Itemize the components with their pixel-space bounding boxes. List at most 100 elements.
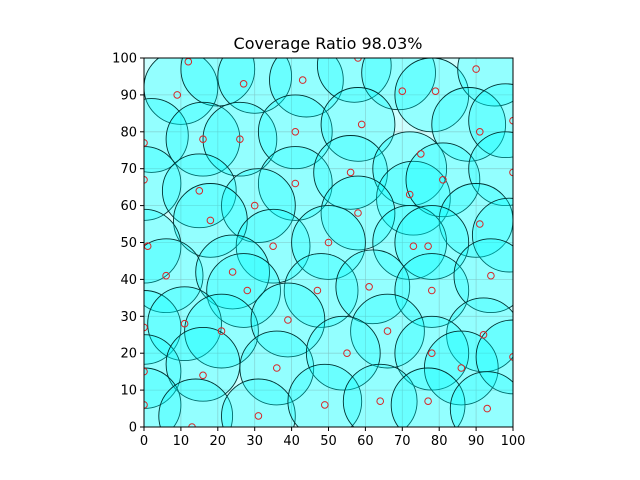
sensor-marker — [199, 135, 207, 143]
sensor-marker — [346, 168, 355, 177]
sensor-marker — [243, 286, 252, 295]
y-tick-label: 50 — [120, 236, 137, 251]
coverage-circle — [250, 282, 326, 358]
sensor-marker — [472, 65, 480, 73]
y-tick-label: 30 — [120, 310, 137, 325]
coverage-circles — [144, 58, 513, 427]
sensor-marker — [144, 367, 148, 376]
x-tick-label: 50 — [320, 434, 337, 449]
x-tick-label: 60 — [357, 434, 374, 449]
coverage-circle — [320, 175, 396, 251]
coverage-circle — [144, 290, 182, 365]
sensor-marker — [483, 404, 492, 413]
x-tick-label: 20 — [210, 434, 227, 449]
sensor-marker — [417, 150, 425, 158]
coverage-circle — [239, 330, 315, 406]
sensor-marker — [476, 128, 484, 136]
sensor-marker — [324, 238, 333, 247]
sensor-marker — [476, 220, 484, 228]
sensor-marker — [228, 268, 237, 276]
sensor-marker — [383, 327, 392, 335]
coverage-circle — [235, 208, 311, 284]
coverage-circle — [144, 334, 182, 409]
coverage-circle — [257, 94, 333, 170]
y-tick-label: 40 — [120, 273, 137, 288]
sensor-marker — [239, 80, 248, 88]
y-tick-label: 0 — [129, 421, 137, 436]
sensor-marker — [269, 242, 277, 250]
y-tick-label: 70 — [120, 162, 137, 177]
y-tick-label: 100 — [112, 52, 137, 67]
coverage-circle — [144, 238, 204, 314]
coverage-circle — [144, 146, 182, 221]
y-tick-label: 90 — [120, 88, 137, 103]
x-tick-label: 70 — [394, 434, 411, 449]
x-tick-label: 40 — [283, 434, 300, 449]
sensor-marker — [509, 353, 513, 361]
coverage-circle — [372, 205, 448, 280]
sensor-marker — [284, 316, 292, 324]
coverage-circle — [202, 101, 278, 177]
sensor-marker — [457, 364, 466, 372]
sensor-marker — [428, 286, 436, 295]
sensor-marker — [409, 242, 418, 250]
sensor-marker — [365, 283, 373, 291]
sensor-marker — [254, 412, 263, 420]
x-tick-label: 30 — [246, 434, 263, 449]
sensor-marker — [173, 91, 181, 99]
coverage-circle — [468, 83, 513, 159]
sensor-marker — [424, 397, 432, 406]
sensor-marker — [509, 116, 513, 125]
coverage-circle — [471, 197, 513, 273]
chart-title: Coverage Ratio 98.03% — [234, 34, 423, 53]
sensor-marker — [144, 139, 148, 147]
sensor-marker — [357, 120, 366, 129]
sensor-marker — [431, 87, 440, 95]
sensor-marker — [313, 286, 322, 295]
sensor-marker — [291, 179, 300, 188]
sensor-marker — [206, 216, 215, 225]
coverage-circle — [158, 378, 234, 427]
x-tick-label: 100 — [501, 434, 526, 449]
sensor-marker — [398, 87, 407, 95]
sensor-marker — [236, 135, 244, 143]
sensor-marker — [405, 190, 414, 199]
coverage-circle — [184, 293, 259, 369]
sensor-marker — [162, 271, 170, 280]
sensor-marker — [424, 242, 432, 250]
sensor-marker — [144, 323, 148, 332]
x-tick-label: 90 — [468, 434, 485, 449]
sensor-marker — [354, 209, 362, 217]
coverage-circle — [457, 58, 513, 107]
y-tick-label: 60 — [120, 199, 137, 214]
sensor-marker — [217, 327, 226, 335]
coverage-circle — [350, 293, 425, 369]
coverage-circle — [361, 58, 436, 111]
x-tick-label: 80 — [431, 434, 448, 449]
coverage-circle — [405, 142, 481, 218]
coverage-circle — [144, 58, 219, 125]
coverage-circle — [144, 367, 182, 427]
sensor-marker — [376, 397, 385, 406]
sensor-marker — [199, 371, 207, 380]
sensor-marker — [180, 319, 189, 328]
x-tick-label: 0 — [140, 434, 148, 449]
coverage-circle — [144, 208, 182, 284]
sensor-marker — [428, 349, 436, 358]
sensor-marker — [439, 176, 447, 184]
sensor-marker — [195, 187, 204, 195]
axis-ticks: 0 10 20 30 40 50 60 70 80 90 100 0 10 20 30 40 50 60 70 80 9… — [112, 52, 525, 450]
sensor-marker — [479, 331, 488, 339]
y-tick-label: 10 — [120, 384, 137, 399]
sensor-marker — [291, 128, 300, 136]
coverage-circle — [316, 58, 392, 103]
coverage-circle — [453, 238, 513, 314]
sensor-marker — [321, 401, 329, 409]
sensor-marker — [273, 364, 281, 372]
coverage-circle — [394, 253, 470, 328]
x-tick-label: 10 — [173, 434, 190, 449]
sensor-marker — [144, 401, 148, 409]
y-tick-label: 20 — [120, 347, 137, 362]
coverage-circle — [342, 363, 418, 427]
